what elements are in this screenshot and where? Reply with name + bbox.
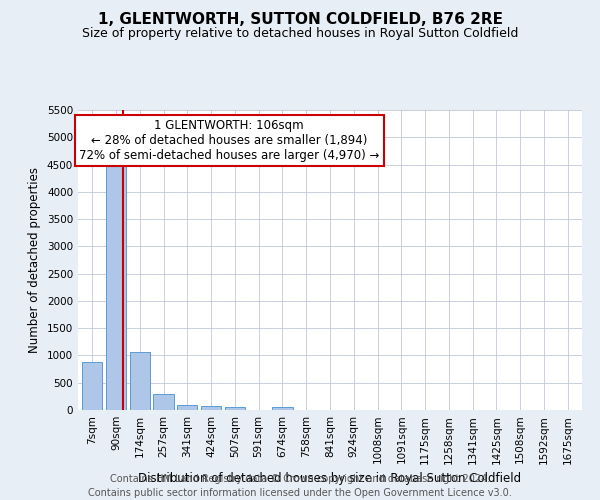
Bar [154, 394, 173, 410]
Bar [130, 352, 150, 410]
Text: Size of property relative to detached houses in Royal Sutton Coldfield: Size of property relative to detached ho… [82, 28, 518, 40]
Bar [225, 407, 245, 410]
Bar [177, 405, 197, 410]
X-axis label: Distribution of detached houses by size in Royal Sutton Coldfield: Distribution of detached houses by size … [139, 472, 521, 485]
Bar [82, 362, 103, 410]
Y-axis label: Number of detached properties: Number of detached properties [28, 167, 41, 353]
Text: Contains HM Land Registry data © Crown copyright and database right 2024.
Contai: Contains HM Land Registry data © Crown c… [88, 474, 512, 498]
Text: 1, GLENTWORTH, SUTTON COLDFIELD, B76 2RE: 1, GLENTWORTH, SUTTON COLDFIELD, B76 2RE [97, 12, 503, 28]
Bar [201, 406, 221, 410]
Text: 1 GLENTWORTH: 106sqm
← 28% of detached houses are smaller (1,894)
72% of semi-de: 1 GLENTWORTH: 106sqm ← 28% of detached h… [79, 119, 379, 162]
Bar [272, 407, 293, 410]
Bar [106, 160, 126, 410]
